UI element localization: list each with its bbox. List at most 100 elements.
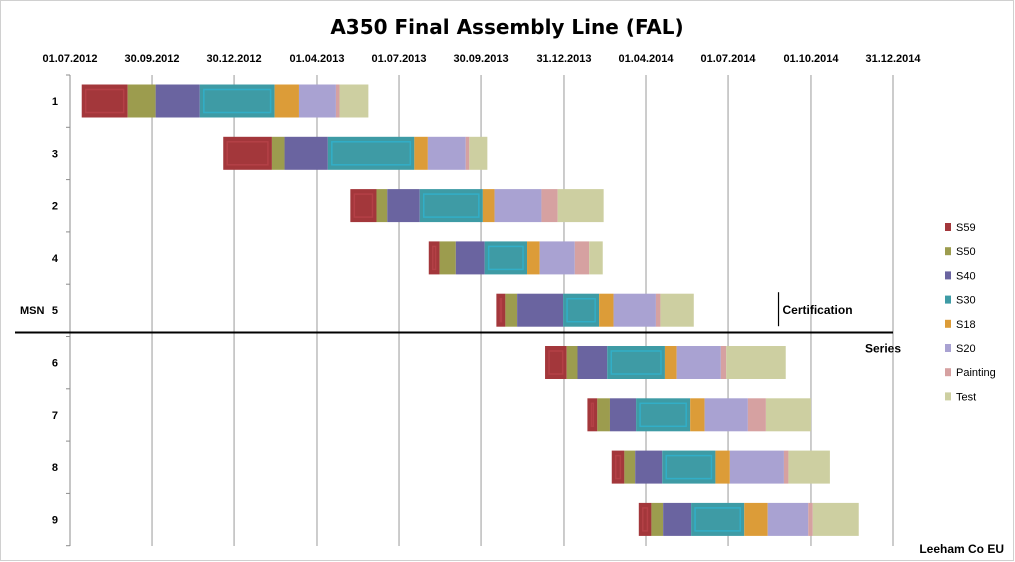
- gantt-segment-highlight: [432, 245, 437, 271]
- legend-item: S50: [945, 246, 976, 258]
- gantt-segment-highlight: [610, 350, 662, 375]
- x-tick-label: 01.10.2014: [783, 53, 839, 65]
- gantt-segment-s20: [494, 189, 542, 223]
- gantt-segment-s40: [635, 450, 663, 484]
- y-tick-label: 9: [52, 514, 58, 526]
- gantt-row: [545, 346, 786, 379]
- legend-swatch: [945, 392, 951, 401]
- gantt-segment-painting: [335, 84, 340, 118]
- legend-item: S59: [945, 222, 976, 234]
- legend-item: S18: [945, 319, 976, 331]
- gantt-row: [81, 84, 369, 118]
- legend-swatch: [945, 319, 951, 328]
- y-tick-label: 6: [52, 358, 58, 370]
- gantt-segment-s18: [527, 241, 540, 275]
- gantt-segment-s20: [539, 241, 575, 275]
- legend-label: Painting: [956, 367, 996, 379]
- x-axis-tick-labels: 01.07.2012 30.09.2012 30.12.2012 01.04.2013…: [42, 53, 921, 65]
- gantt-segment-s20: [676, 346, 721, 379]
- gantt-segment-s59: [587, 398, 598, 432]
- gantt-segment-s50: [271, 136, 285, 170]
- legend-swatch: [945, 295, 951, 304]
- y-tick-label: 8: [52, 462, 58, 474]
- legend-item: Test: [945, 391, 976, 403]
- gantt-segment-highlight: [639, 402, 687, 428]
- gantt-segment-s40: [155, 84, 200, 118]
- gantt-segment-s40: [517, 293, 564, 327]
- gantt-segment-highlight: [487, 245, 524, 271]
- gantt-segment-s18: [715, 450, 730, 484]
- x-tick-label: 01.07.2012: [42, 53, 97, 65]
- legend-item: Painting: [945, 367, 996, 379]
- legend-swatch: [945, 344, 951, 352]
- gantt-segment-highlight: [642, 507, 649, 532]
- x-tick-label: 30.12.2012: [207, 53, 262, 65]
- x-tick-label: 01.04.2013: [289, 53, 344, 65]
- gantt-segment-s50: [505, 293, 518, 327]
- x-tick-label: 30.09.2013: [454, 53, 509, 65]
- x-tick-label: 01.04.2014: [618, 53, 674, 65]
- gantt-segment-s20: [298, 84, 336, 118]
- gantt-segment-s40: [284, 136, 328, 170]
- x-tick-label: 30.09.2012: [124, 53, 179, 65]
- y-tick-label: 3: [52, 148, 58, 160]
- legend-label: Test: [956, 391, 976, 403]
- gantt-segment-highlight: [548, 350, 564, 375]
- gantt-segment-test: [469, 136, 488, 170]
- gantt-segment-s18: [744, 502, 768, 536]
- legend-swatch: [945, 368, 951, 377]
- gantt-segment-painting: [465, 136, 470, 170]
- legend-item: S20: [945, 343, 976, 355]
- gantt-segment-highlight: [84, 88, 125, 114]
- gantt-segment-s20: [767, 502, 809, 536]
- legend-label: S30: [956, 295, 976, 307]
- y-tick-label: 4: [52, 253, 59, 265]
- gantt-segment-s59: [638, 502, 652, 536]
- gantt-segment-highlight: [331, 141, 412, 166]
- gantt-row: [496, 293, 694, 327]
- gantt-segment-test: [589, 241, 603, 275]
- source-label: Leeham Co EU: [919, 542, 1004, 556]
- y-axis: 1 3 2 4 5 6 7 8 9 MSN: [20, 74, 71, 547]
- gantt-segment-painting: [808, 502, 813, 536]
- gantt-segment-painting: [783, 450, 789, 484]
- gantt-segment-highlight: [665, 454, 713, 480]
- x-tick-label: 01.07.2014: [701, 53, 757, 65]
- gantt-segment-s50: [624, 450, 636, 484]
- legend-swatch: [945, 271, 951, 280]
- legend-item: S30: [945, 295, 976, 307]
- gantt-segment-s40: [455, 241, 485, 275]
- certification-label: Certification: [783, 303, 853, 317]
- y-tick-label: 1: [52, 96, 58, 108]
- gantt-segment-s40: [663, 502, 692, 536]
- gantt-segment-highlight: [615, 454, 622, 480]
- gantt-row: [587, 398, 811, 432]
- gantt-row: [223, 136, 488, 170]
- legend-label: S50: [956, 246, 976, 258]
- gantt-segment-s18: [414, 136, 428, 170]
- gantt-segment-s59: [545, 346, 567, 379]
- gantt-segment-painting: [747, 398, 766, 432]
- gantt-segment-s18: [274, 84, 299, 118]
- gantt-segment-highlight: [203, 88, 272, 114]
- legend-label: S59: [956, 222, 976, 234]
- gantt-segment-test: [812, 502, 859, 536]
- legend: S59 S50 S40 S30 S18 S20 Painting Test: [945, 222, 996, 403]
- gantt-segment-s40: [577, 346, 608, 379]
- gantt-segment-highlight: [499, 297, 503, 323]
- gantt-segment-highlight: [226, 141, 269, 166]
- gantt-segment-test: [339, 84, 369, 118]
- gantt-segment-highlight: [566, 297, 596, 323]
- gantt-segment-s20: [613, 293, 656, 327]
- gantt-segment-test: [765, 398, 811, 432]
- legend-item: S40: [945, 270, 976, 282]
- y-tick-label: 2: [52, 201, 58, 213]
- gantt-segment-s50: [566, 346, 578, 379]
- legend-label: S18: [956, 319, 976, 331]
- gantt-segment-s18: [664, 346, 677, 379]
- legend-swatch: [945, 223, 951, 231]
- gantt-segment-painting: [574, 241, 590, 275]
- gantt-segment-test: [788, 450, 830, 484]
- gantt-segment-painting: [655, 293, 661, 327]
